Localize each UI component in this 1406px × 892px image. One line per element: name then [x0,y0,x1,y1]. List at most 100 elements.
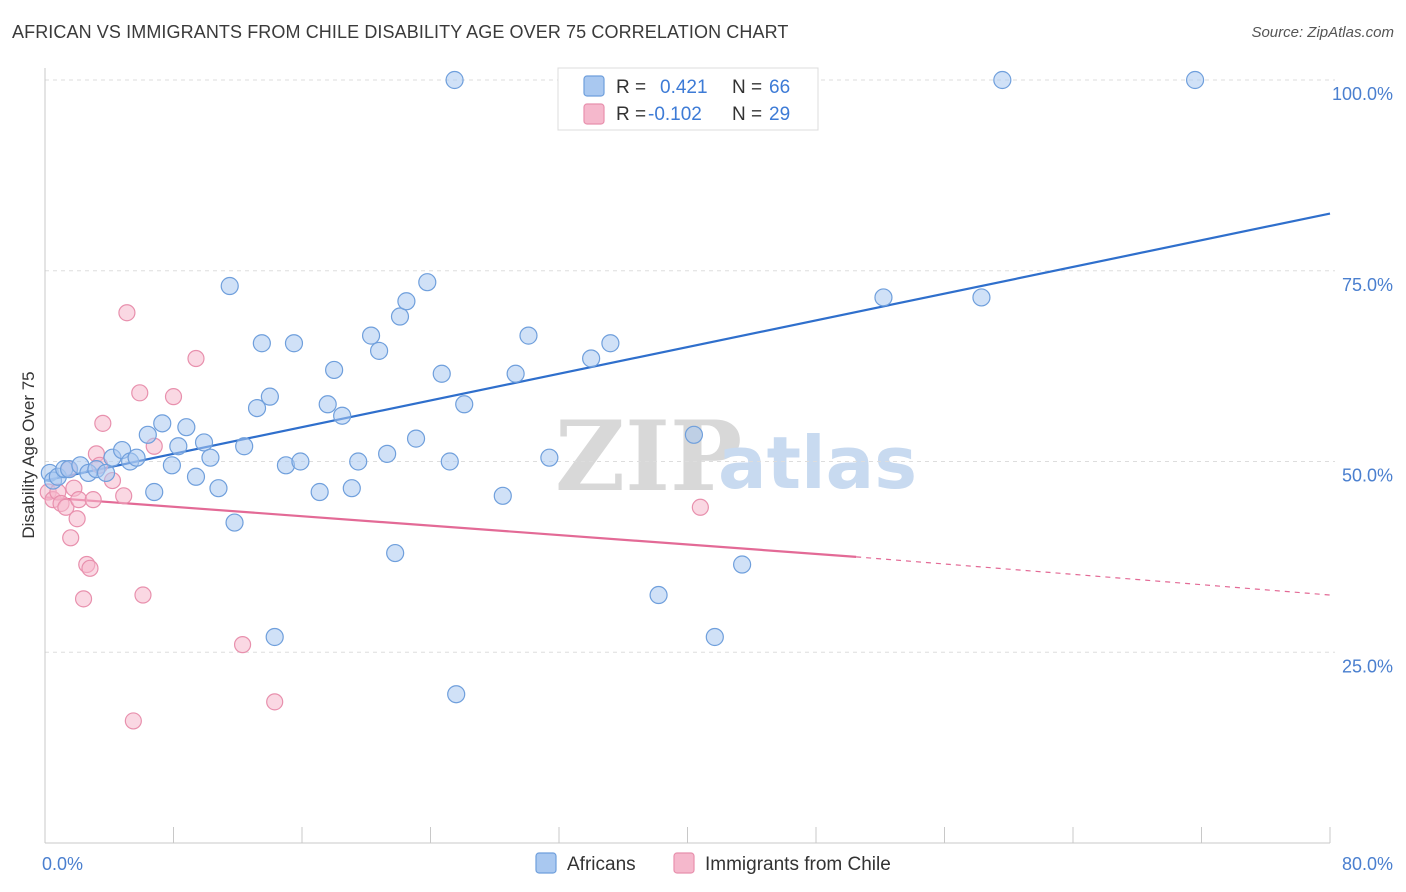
legend-r-value-africans: 0.421 [660,77,708,98]
chile-point [118,304,136,322]
africans-point [310,482,329,502]
africans-point [209,479,228,498]
africans-point [506,364,525,383]
watermark-atlas: atlas [718,421,917,505]
x-tick-label-min: 0.0% [42,854,83,874]
chart-source: Source: ZipAtlas.com [1251,24,1394,41]
series-legend-swatch-chile [673,852,695,874]
africans-point [235,437,254,456]
chile-point [84,491,102,509]
y-tick-label: 100.0% [1332,84,1393,104]
africans-point [325,360,344,380]
africans-point [378,444,397,463]
africans-point [445,70,464,90]
africans-point [972,288,991,307]
legend-r-label-africans: R = [616,77,646,98]
trend-line-chile-extension [856,556,1331,596]
grid-lines [45,79,1335,653]
africans-point [418,273,437,292]
africans-point [145,482,164,502]
africans-point [733,555,752,574]
legend-n-value-chile: 29 [769,104,790,125]
y-tick-label: 50.0% [1342,466,1393,486]
chart-title: AFRICAN VS IMMIGRANTS FROM CHILE DISABIL… [12,22,789,42]
africans-point [993,70,1012,90]
series-legend: Africans Immigrants from Chile [535,852,891,875]
africans-point [138,425,157,444]
africans-point [220,276,239,296]
africans-point [386,543,405,563]
africans-point [225,513,244,532]
africans-point [361,326,381,345]
africans-point [684,425,704,444]
series-legend-swatch-africans [535,852,557,874]
chile-point [81,559,99,577]
africans-point [260,387,279,406]
africans-point [127,448,146,467]
africans-point [284,334,304,353]
africans-point [265,627,284,647]
africans-point [349,452,368,471]
africans-point [493,486,512,505]
y-axis-label: Disability Age Over 75 [19,371,38,538]
chile-point [266,693,284,711]
legend-swatch-africans [583,75,605,97]
africans-point [169,437,188,456]
y-tick-label: 75.0% [1342,275,1393,295]
africans-point [333,406,352,425]
africans-point [649,585,668,605]
chile-point [57,498,75,516]
chile-point [74,590,93,608]
chile-point [62,529,80,547]
africans-points [40,70,1205,704]
trend-line-chile [44,496,857,558]
africans-point [318,395,337,414]
chile-points [39,304,709,730]
legend-swatch-chile [583,103,605,125]
africans-point [406,429,426,448]
africans-point [397,292,416,311]
africans-point [1185,70,1205,90]
chile-point [691,498,709,516]
africans-point [194,433,214,452]
africans-point [390,307,410,326]
legend-n-label-chile: N = [732,104,762,125]
africans-point [447,685,466,704]
chile-point [131,384,149,402]
africans-point [540,448,559,467]
chile-point [164,388,183,406]
africans-point [177,418,196,437]
africans-point [247,398,267,418]
trend-line-africans [44,212,1331,482]
correlation-legend: R = 0.421 N = 66 R = -0.102 N = 29 [557,67,819,131]
chile-point [233,636,252,654]
legend-r-value-chile: -0.102 [648,104,702,125]
africans-point [96,463,116,483]
africans-point [455,395,474,414]
legend-r-label-chile: R = [616,104,646,125]
africans-point [291,452,310,471]
watermark-zip: ZIP [555,400,742,513]
chile-point [94,414,112,432]
chile-point [68,510,86,528]
africans-point [342,479,361,498]
africans-point [582,349,601,368]
africans-point [162,456,181,475]
series-legend-africans: Africans [567,854,636,875]
africans-point [370,341,389,360]
chile-point [124,712,142,730]
chile-point [187,349,205,368]
africans-point [186,467,206,486]
africans-point [874,288,893,307]
africans-point [201,448,220,467]
trend-lines [44,212,1331,596]
chile-point [115,487,133,505]
africans-point [432,364,451,383]
africans-point [519,326,538,345]
y-tick-label: 25.0% [1342,656,1393,676]
africans-point [440,452,459,471]
africans-point [705,627,724,647]
africans-point [601,334,620,353]
series-legend-chile: Immigrants from Chile [705,854,891,875]
